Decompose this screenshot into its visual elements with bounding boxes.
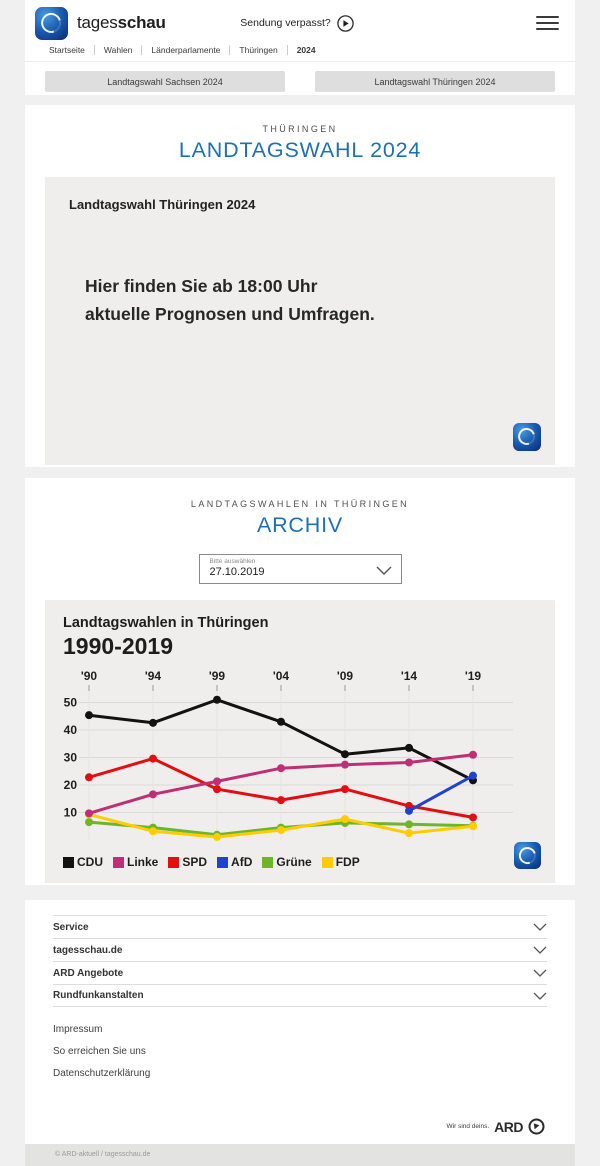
accordion-service[interactable]: Service (53, 915, 547, 938)
button-landtagswahl-sachsen-2024[interactable]: Landtagswahl Sachsen 2024 (45, 71, 285, 92)
breadcrumb-thueringen[interactable]: Thüringen (229, 45, 287, 55)
svg-text:'04: '04 (273, 669, 290, 683)
ard-claim: Wir sind deins. (446, 1123, 490, 1130)
brand-wordmark: tagesschau (77, 13, 166, 32)
legend-item-cdu: CDU (63, 855, 103, 869)
svg-text:'14: '14 (401, 669, 418, 683)
svg-text:10: 10 (64, 806, 78, 820)
header-top-bar: tagesschau Sendung verpasst? (25, 0, 575, 40)
breadcrumb-2024[interactable]: 2024 (286, 45, 325, 55)
teaser-message: Hier finden Sie ab 18:00 Uhr aktuelle Pr… (85, 276, 375, 324)
archive-section: LANDTAGSWAHLEN IN THÜRINGEN ARCHIV Bitte… (25, 478, 575, 885)
footer-accordion: Service tagesschau.de ARD Angebote Rundf… (53, 915, 547, 1007)
link-impressum[interactable]: Impressum (53, 1024, 103, 1035)
svg-text:'09: '09 (337, 669, 354, 683)
chevron-down-icon (533, 992, 547, 1000)
main-title: LANDTAGSWAHL 2024 (178, 138, 422, 162)
chart-box: Landtagswahlen in Thüringen 1990-2019 10… (45, 600, 555, 883)
hamburger-menu-icon[interactable] (536, 9, 560, 37)
svg-text:50: 50 (64, 696, 78, 710)
svg-text:'19: '19 (465, 669, 482, 683)
copyright-bar: © ARD-aktuell / tagesschau.de (25, 1144, 575, 1166)
archive-title: ARCHIV (256, 513, 344, 537)
header: tagesschau Sendung verpasst? Startseite W… (25, 0, 575, 95)
tagesschau-logo-icon (514, 842, 541, 869)
teaser-heading: Landtagswahl Thüringen 2024 (69, 197, 256, 212)
chevron-down-icon (376, 566, 391, 575)
archive-kicker: LANDTAGSWAHLEN IN THÜRINGEN (190, 499, 410, 509)
legend-swatch (168, 856, 180, 868)
breadcrumb-wahlen[interactable]: Wahlen (93, 45, 142, 55)
election-switch-buttons: Landtagswahl Sachsen 2024 Landtagswahl T… (25, 62, 575, 92)
accordion-ard-angebote[interactable]: ARD Angebote (53, 961, 547, 984)
svg-text:'94: '94 (145, 669, 162, 683)
ard-wordmark: ARD (494, 1118, 523, 1135)
teaser-box: Landtagswahl Thüringen 2024 Hier finden … (45, 177, 555, 465)
breadcrumb-startseite[interactable]: Startseite (49, 45, 85, 55)
main-kicker: THÜRINGEN (262, 124, 338, 134)
accordion-tagesschau-de[interactable]: tagesschau.de (53, 938, 547, 961)
accordion-rundfunkanstalten[interactable]: Rundfunkanstalten (53, 984, 547, 1007)
tagesschau-logo-icon (35, 6, 68, 40)
button-landtagswahl-thueringen-2024[interactable]: Landtagswahl Thüringen 2024 (315, 71, 555, 92)
legend-item-afd: AfD (217, 855, 252, 869)
select-value: 27.10.2019 (209, 566, 265, 578)
legend-item-linke: Linke (113, 855, 158, 869)
archive-date-select[interactable]: Bitte auswählen 27.10.2019 (198, 554, 402, 584)
ard-brand: Wir sind deins. ARD (447, 1118, 545, 1135)
breadcrumb-laenderparlamente[interactable]: Länderparlamente (141, 45, 230, 55)
svg-text:20: 20 (64, 778, 78, 792)
svg-text:'90: '90 (81, 669, 98, 683)
chevron-down-icon (533, 969, 547, 977)
breadcrumb: Startseite Wahlen Länderparlamente Thüringe… (25, 40, 575, 62)
legend-swatch (63, 856, 74, 868)
sendung-verpasst-link[interactable]: Sendung verpasst? (240, 14, 354, 32)
svg-text:'99: '99 (209, 669, 226, 683)
ard-logo-icon (528, 1118, 545, 1135)
chart-title: Landtagswahlen in Thüringen (63, 615, 269, 631)
sendung-verpasst-label: Sendung verpasst? (240, 17, 331, 29)
chevron-down-icon (533, 923, 547, 931)
legend-item-spd: SPD (168, 855, 207, 869)
legend-swatch (321, 856, 333, 868)
footer: Service tagesschau.de ARD Angebote Rundf… (25, 900, 575, 1166)
svg-text:40: 40 (64, 723, 78, 737)
brand-home-link[interactable]: tagesschau (35, 6, 240, 40)
link-so-erreichen-sie-uns[interactable]: So erreichen Sie uns (53, 1046, 146, 1057)
legend-swatch (262, 856, 274, 868)
tagesschau-logo-icon (513, 423, 541, 451)
footer-links: Impressum So erreichen Sie uns Datenschu… (53, 1019, 547, 1085)
legend-swatch (217, 856, 229, 868)
chart-legend: CDU Linke SPD AfD Grüne FDP (63, 855, 537, 869)
chart-subtitle: 1990-2019 (63, 633, 173, 659)
legend-swatch (113, 856, 124, 868)
play-icon (337, 14, 354, 32)
main-section: THÜRINGEN LANDTAGSWAHL 2024 Landtagswahl… (25, 105, 575, 467)
legend-item-fdp: FDP (321, 855, 360, 869)
link-datenschutzerklaerung[interactable]: Datenschutzerklärung (53, 1068, 151, 1079)
chevron-down-icon (533, 946, 547, 954)
svg-text:30: 30 (64, 751, 78, 765)
legend-item-grne: Grüne (262, 855, 312, 869)
select-label: Bitte auswählen (209, 558, 256, 565)
election-line-chart: 10 20 30 40 50'90 '94 '99 '04 '09 '14 '19 (63, 668, 537, 853)
